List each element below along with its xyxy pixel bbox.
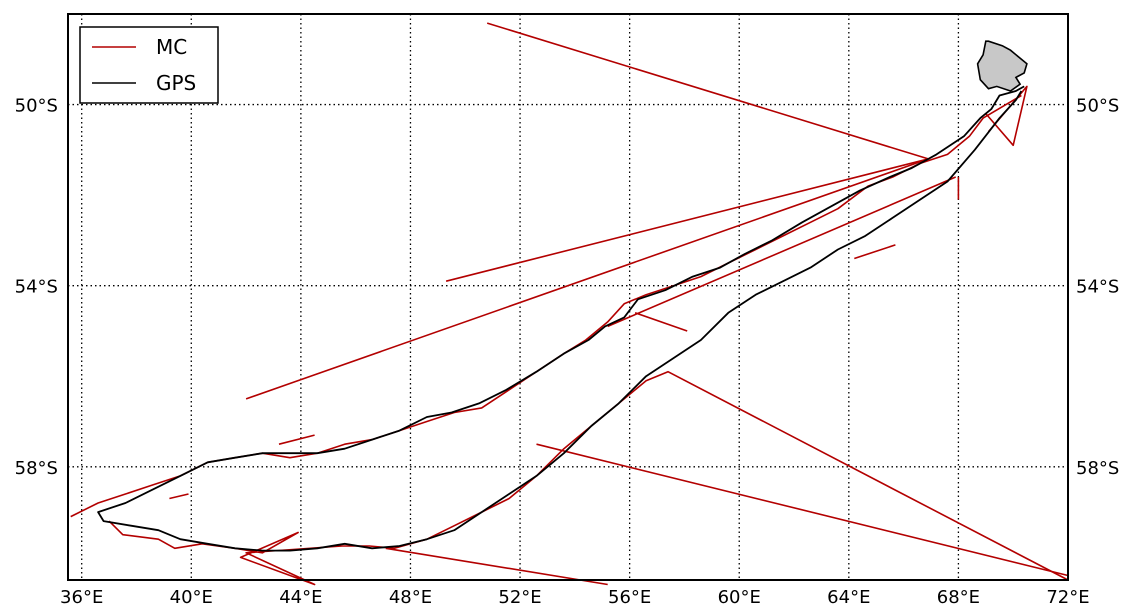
x-tick-label: 72°E [1046,587,1089,608]
plot-background [68,14,1068,580]
kerguelen-island [976,40,1028,92]
y-tick-label-right: 50°S [1076,96,1119,117]
mc-track-segment [536,443,1069,577]
mc-track-segment [607,176,957,328]
y-tick-label-right: 54°S [1076,277,1119,298]
y-tick-label-left: 58°S [15,458,58,479]
y-tick-label-right: 58°S [1076,458,1119,479]
gps-track-line [97,85,1025,552]
y-tick-label-left: 50°S [15,96,58,117]
y-tick-labels: 50°S 50°S 54°S 54°S 58°S 58°S [15,96,1120,479]
legend-box [79,26,219,104]
plot-frame [67,13,1069,581]
mc-track-segment [634,312,688,332]
y-tick-label-left: 54°S [15,277,58,298]
mc-track-segment [854,244,896,260]
mc-track-segment [169,493,189,500]
x-tick-label: 64°E [827,587,870,608]
mc-track-segment [385,547,608,586]
legend-label-mc: MC [156,35,187,59]
legend: MC GPS [79,26,219,104]
legend-label-gps: GPS [156,71,196,95]
x-tick-label: 52°E [498,587,541,608]
x-tick-labels: 36°E 40°E 44°E 48°E 52°E 56°E 60°E 64°E 68°E 72°E [60,587,1090,608]
mc-track-segment [278,434,315,445]
mc-track-segment [245,158,929,400]
x-tick-label: 68°E [937,587,980,608]
island-shape [976,40,1028,92]
x-tick-label: 48°E [389,587,432,608]
x-tick-label: 44°E [279,587,322,608]
x-tick-label: 56°E [608,587,651,608]
gps-track-layer [97,85,1025,552]
x-tick-label: 36°E [60,587,103,608]
x-tick-label: 40°E [170,587,213,608]
x-tick-label: 60°E [718,587,761,608]
